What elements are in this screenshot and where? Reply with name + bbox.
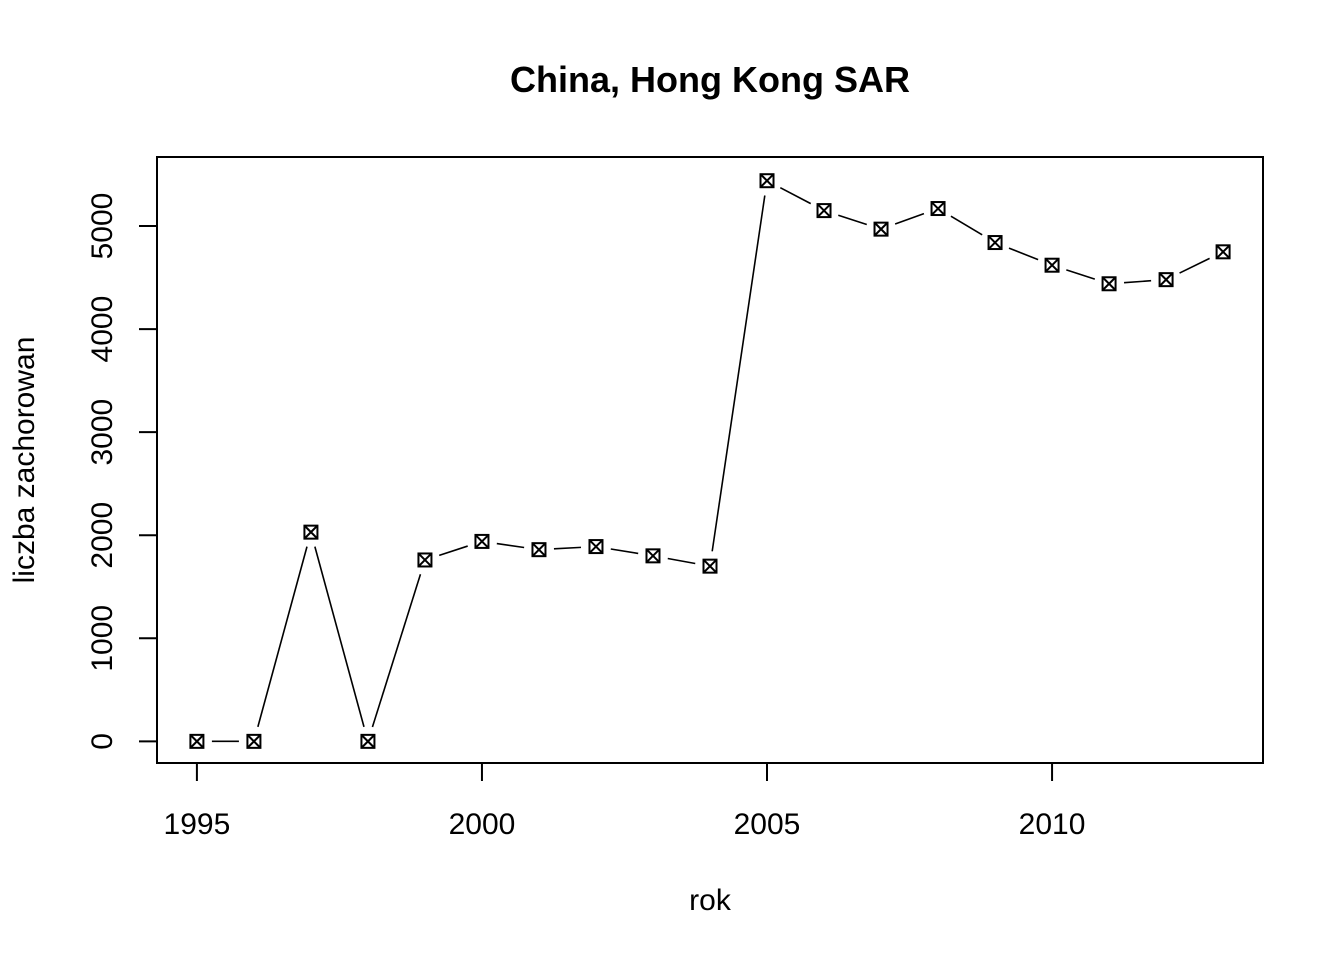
y-tick-label: 2000 (86, 502, 119, 569)
data-point (816, 203, 832, 219)
y-tick-label: 3000 (86, 399, 119, 466)
line-segment (667, 557, 696, 565)
data-point (189, 733, 205, 749)
x-axis: 1995 2000 2005 2010 (164, 762, 1086, 841)
series-line (211, 186, 1210, 743)
x-tick-label: 2005 (734, 808, 801, 841)
data-point (645, 548, 661, 564)
line-segment (950, 215, 983, 236)
data-point (759, 173, 775, 189)
line-segment (438, 545, 468, 557)
y-axis-label: liczba zachorowan (8, 337, 41, 584)
x-tick-label: 2000 (449, 808, 516, 841)
line-segment (1179, 257, 1210, 274)
line-segment (894, 212, 925, 225)
data-point (1044, 257, 1060, 273)
data-point (303, 524, 319, 540)
data-point (702, 558, 718, 574)
y-axis: 0 1000 2000 3000 4000 5000 (86, 193, 158, 750)
y-tick-label: 4000 (86, 296, 119, 363)
y-tick-label: 0 (86, 733, 119, 750)
line-segment (1066, 269, 1096, 280)
data-point (417, 552, 433, 568)
x-axis-label: rok (689, 884, 732, 917)
x-tick-label: 1995 (164, 808, 231, 841)
data-point (987, 235, 1003, 251)
line-segment (257, 546, 308, 728)
data-point (246, 733, 262, 749)
chart-title: China, Hong Kong SAR (510, 59, 910, 100)
data-point (1101, 276, 1117, 292)
y-tick-label: 1000 (86, 605, 119, 672)
data-point (1215, 244, 1231, 260)
data-point (474, 533, 490, 549)
line-segment (779, 186, 812, 205)
line-segment (371, 574, 422, 728)
data-point (1158, 272, 1174, 288)
data-point (588, 539, 604, 555)
line-segment (314, 546, 365, 728)
line-segment (711, 195, 766, 552)
line-segment (1123, 279, 1152, 284)
line-segment (610, 548, 639, 555)
y-tick-label: 5000 (86, 193, 119, 260)
line-segment (1008, 247, 1039, 261)
line-segment (496, 542, 525, 549)
line-segment (838, 214, 868, 226)
series-points (189, 173, 1231, 749)
line-segment (553, 546, 582, 550)
x-tick-label: 2010 (1019, 808, 1086, 841)
data-point (873, 221, 889, 237)
data-point (531, 542, 547, 558)
plot-frame (156, 156, 1264, 764)
data-point (360, 733, 376, 749)
data-point (930, 201, 946, 217)
